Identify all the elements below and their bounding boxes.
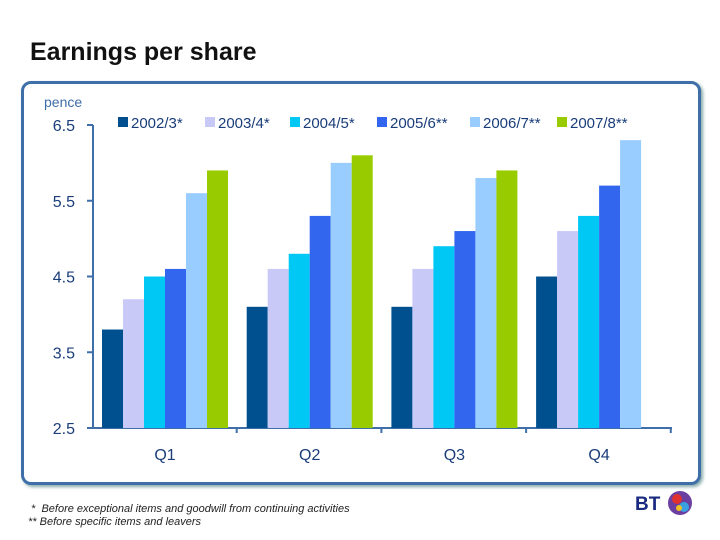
bar-20023-Q3 [391, 306, 413, 428]
legend-swatch [557, 117, 567, 127]
bar-20045-Q1 [144, 276, 165, 428]
svg-text:BT: BT [635, 494, 661, 515]
y-tick-label: 3.5 [53, 345, 75, 362]
bar-20045-Q3 [433, 246, 455, 428]
legend-label: 2006/7** [483, 115, 541, 132]
bar-20023-Q1 [102, 329, 123, 428]
bar-20023-Q2 [246, 306, 268, 428]
bar-20067-Q2 [330, 162, 352, 428]
x-tick-label: Q2 [299, 447, 320, 464]
bar-20067-Q3 [475, 178, 497, 428]
x-tick-label: Q3 [444, 447, 465, 464]
bar-20034-Q4 [557, 231, 579, 428]
bar-20078-Q1 [207, 170, 228, 428]
y-tick-label: 6.5 [53, 118, 75, 135]
bt-logo: BT [635, 491, 692, 515]
legend-swatch [205, 117, 215, 127]
page-title: Earnings per share [30, 38, 257, 66]
footnote-1: * Before exceptional items and goodwill … [28, 503, 350, 515]
legend-label: 2005/6** [390, 115, 448, 132]
legend-label: 2007/8** [570, 115, 628, 132]
bar-20056-Q1 [165, 268, 186, 428]
legend-swatch [377, 117, 387, 127]
bar-20034-Q2 [267, 268, 289, 428]
bar-20045-Q4 [578, 215, 600, 428]
legend-label: 2003/4* [218, 115, 270, 132]
bar-20078-Q2 [351, 155, 373, 429]
bar-20067-Q1 [186, 193, 207, 428]
bar-20045-Q2 [288, 253, 310, 428]
y-tick-label: 4.5 [53, 270, 75, 287]
footnote-2: ** Before specific items and leavers [28, 516, 202, 528]
y-tick-label: 2.5 [53, 421, 75, 438]
bar-20056-Q4 [599, 185, 621, 428]
bar-20034-Q1 [123, 299, 144, 428]
y-tick-label: 5.5 [53, 194, 75, 211]
bar-20034-Q3 [412, 268, 434, 428]
bar-20078-Q3 [496, 170, 518, 428]
x-tick-label: Q1 [154, 447, 175, 464]
footnotes: * Before exceptional items and goodwill … [28, 503, 350, 529]
legend-swatch [470, 117, 480, 127]
x-tick-label: Q4 [588, 447, 609, 464]
y-axis-label: pence [44, 94, 82, 110]
legend-label: 2002/3* [131, 115, 183, 132]
legend-swatch [290, 117, 300, 127]
bar-20023-Q4 [536, 276, 558, 428]
bar-20067-Q4 [620, 140, 642, 428]
bar-20056-Q3 [454, 231, 476, 428]
legend-swatch [118, 117, 128, 127]
legend-label: 2004/5* [303, 115, 355, 132]
bar-20056-Q2 [309, 215, 331, 428]
